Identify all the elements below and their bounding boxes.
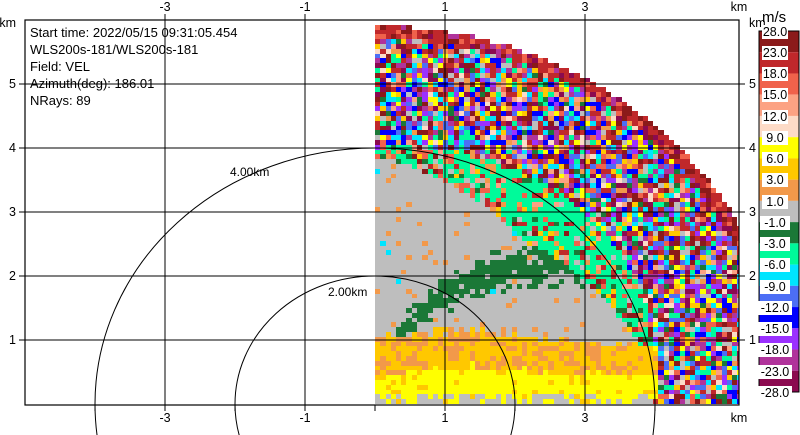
- svg-text:-1.0: -1.0: [764, 216, 786, 230]
- svg-text:-6.0: -6.0: [764, 258, 786, 272]
- svg-text:3: 3: [9, 205, 16, 219]
- svg-text:23.0: 23.0: [763, 46, 787, 60]
- svg-text:4.00km: 4.00km: [230, 165, 269, 179]
- svg-text:-12.0: -12.0: [761, 301, 790, 315]
- svg-text:1.0: 1.0: [766, 195, 783, 209]
- svg-text:4: 4: [749, 141, 756, 155]
- svg-text:Start time: 2022/05/15 09:31:0: Start time: 2022/05/15 09:31:05.454: [30, 25, 237, 40]
- svg-text:1: 1: [749, 333, 756, 347]
- svg-text:1: 1: [442, 0, 449, 14]
- svg-text:1: 1: [442, 411, 449, 425]
- svg-text:28.0: 28.0: [763, 25, 787, 39]
- svg-text:3: 3: [749, 205, 756, 219]
- svg-text:-1: -1: [299, 411, 310, 425]
- svg-text:-15.0: -15.0: [761, 322, 790, 336]
- svg-text:-1: -1: [299, 0, 310, 14]
- svg-text:3.0: 3.0: [766, 173, 783, 187]
- svg-text:12.0: 12.0: [763, 110, 787, 124]
- svg-text:WLS200s-181/WLS200s-181: WLS200s-181/WLS200s-181: [30, 42, 198, 57]
- svg-text:2.00km: 2.00km: [328, 285, 367, 299]
- svg-text:9.0: 9.0: [766, 131, 783, 145]
- svg-text:2: 2: [9, 269, 16, 283]
- svg-text:-3: -3: [159, 411, 170, 425]
- svg-text:5: 5: [749, 77, 756, 91]
- svg-text:m/s: m/s: [762, 9, 786, 26]
- svg-text:-23.0: -23.0: [761, 365, 790, 379]
- svg-text:2: 2: [749, 269, 756, 283]
- svg-text:-9.0: -9.0: [764, 280, 786, 294]
- svg-text:km: km: [731, 0, 748, 14]
- svg-text:6.0: 6.0: [766, 152, 783, 166]
- svg-text:5: 5: [9, 77, 16, 91]
- svg-text:Azimuth(deg): 186.01: Azimuth(deg): 186.01: [30, 76, 154, 91]
- svg-text:1: 1: [9, 333, 16, 347]
- svg-text:3: 3: [582, 0, 589, 14]
- svg-text:-3: -3: [159, 0, 170, 14]
- svg-text:18.0: 18.0: [763, 67, 787, 81]
- svg-text:Field: VEL: Field: VEL: [30, 59, 90, 74]
- svg-text:-28.0: -28.0: [761, 386, 790, 400]
- svg-text:NRays: 89: NRays: 89: [30, 93, 91, 108]
- svg-text:3: 3: [582, 411, 589, 425]
- svg-text:-18.0: -18.0: [761, 343, 790, 357]
- svg-text:km: km: [731, 411, 748, 425]
- svg-text:km: km: [0, 16, 16, 30]
- svg-text:4: 4: [9, 141, 16, 155]
- svg-text:15.0: 15.0: [763, 88, 787, 102]
- svg-text:-3.0: -3.0: [764, 237, 786, 251]
